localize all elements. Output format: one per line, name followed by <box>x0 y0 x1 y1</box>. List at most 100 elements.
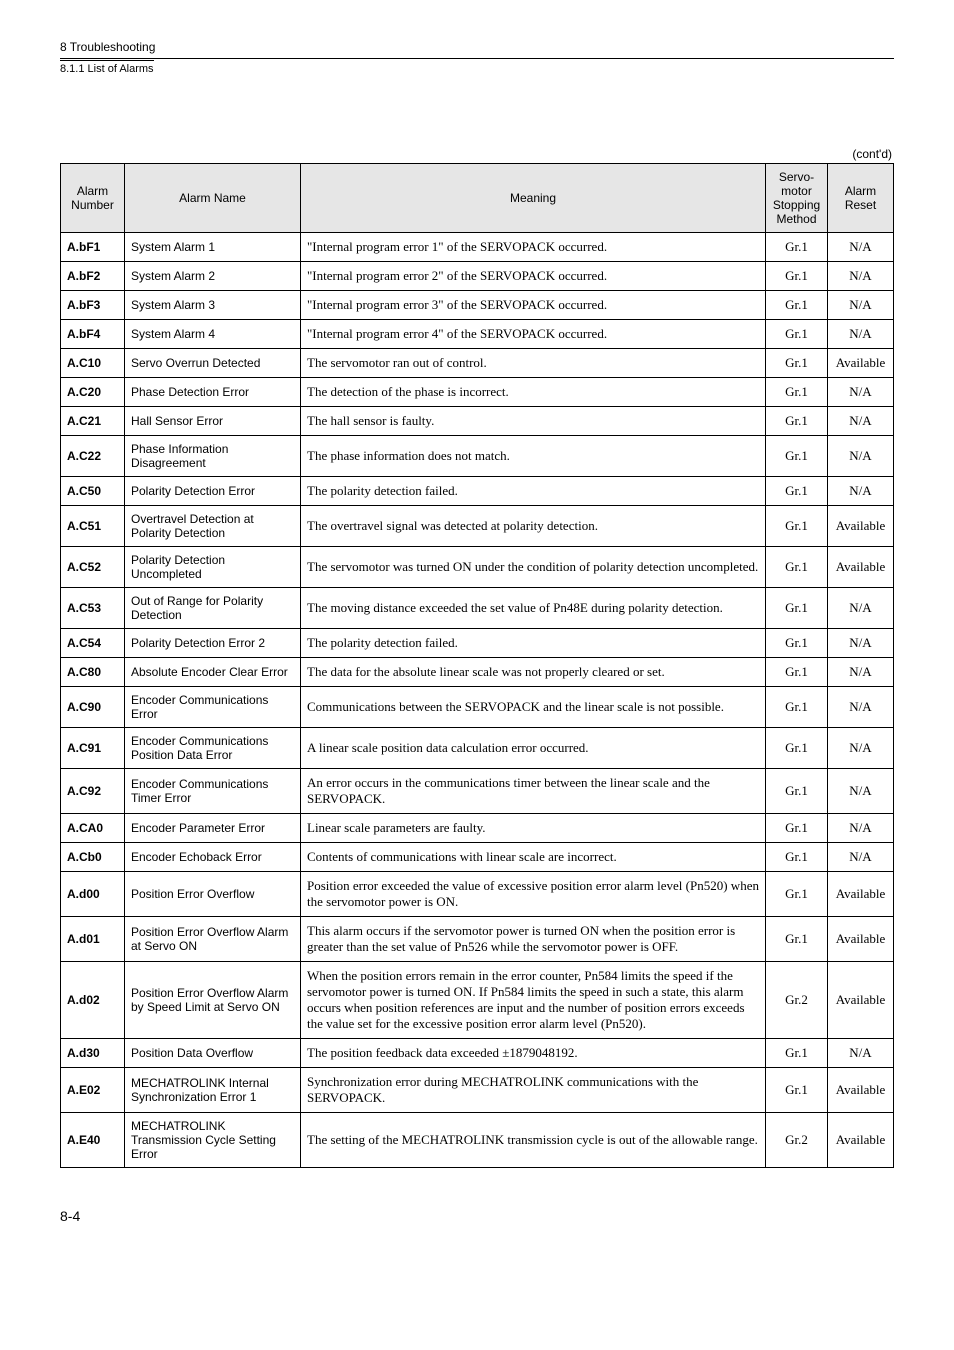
header-rule <box>60 58 894 59</box>
cell-stop-method: Gr.1 <box>766 629 828 658</box>
cell-alarm-number: A.C92 <box>61 769 125 814</box>
table-row: A.C53Out of Range for Polarity Detection… <box>61 588 894 629</box>
cell-alarm-reset: Available <box>828 349 894 378</box>
cell-alarm-name: Hall Sensor Error <box>125 407 301 436</box>
cell-alarm-name: Position Data Overflow <box>125 1039 301 1068</box>
cell-meaning: "Internal program error 2" of the SERVOP… <box>301 262 766 291</box>
cell-stop-method: Gr.1 <box>766 407 828 436</box>
cell-alarm-reset: N/A <box>828 658 894 687</box>
cell-alarm-reset: N/A <box>828 1039 894 1068</box>
cell-alarm-reset: N/A <box>828 769 894 814</box>
cell-alarm-number: A.C21 <box>61 407 125 436</box>
table-row: A.C80Absolute Encoder Clear ErrorThe dat… <box>61 658 894 687</box>
table-row: A.C10Servo Overrun DetectedThe servomoto… <box>61 349 894 378</box>
continued-label: (cont'd) <box>60 147 894 161</box>
cell-alarm-name: Phase Information Disagreement <box>125 436 301 477</box>
cell-alarm-name: Out of Range for Polarity Detection <box>125 588 301 629</box>
cell-stop-method: Gr.1 <box>766 814 828 843</box>
cell-meaning: The setting of the MECHATROLINK transmis… <box>301 1113 766 1168</box>
cell-alarm-name: Phase Detection Error <box>125 378 301 407</box>
cell-stop-method: Gr.1 <box>766 436 828 477</box>
cell-meaning: An error occurs in the communications ti… <box>301 769 766 814</box>
cell-alarm-name: System Alarm 3 <box>125 291 301 320</box>
cell-alarm-number: A.E40 <box>61 1113 125 1168</box>
col-header-stop-method: Servo-motor Stopping Method <box>766 164 828 233</box>
cell-meaning: Communications between the SERVOPACK and… <box>301 687 766 728</box>
table-row: A.C54Polarity Detection Error 2The polar… <box>61 629 894 658</box>
cell-meaning: The position feedback data exceeded ±187… <box>301 1039 766 1068</box>
cell-alarm-name: Encoder Communications Timer Error <box>125 769 301 814</box>
cell-stop-method: Gr.1 <box>766 378 828 407</box>
cell-meaning: Contents of communications with linear s… <box>301 843 766 872</box>
col-header-alarm-number: Alarm Number <box>61 164 125 233</box>
cell-alarm-reset: Available <box>828 547 894 588</box>
cell-meaning: A linear scale position data calculation… <box>301 728 766 769</box>
cell-alarm-reset: Available <box>828 917 894 962</box>
cell-alarm-reset: N/A <box>828 291 894 320</box>
table-row: A.C51Overtravel Detection at Polarity De… <box>61 506 894 547</box>
table-row: A.C20Phase Detection ErrorThe detection … <box>61 378 894 407</box>
header-section: 8 Troubleshooting <box>60 40 894 54</box>
cell-alarm-name: Overtravel Detection at Polarity Detecti… <box>125 506 301 547</box>
cell-stop-method: Gr.1 <box>766 658 828 687</box>
cell-alarm-number: A.CA0 <box>61 814 125 843</box>
cell-meaning: The servomotor was turned ON under the c… <box>301 547 766 588</box>
cell-alarm-name: Encoder Echoback Error <box>125 843 301 872</box>
cell-alarm-number: A.bF3 <box>61 291 125 320</box>
cell-stop-method: Gr.1 <box>766 588 828 629</box>
col-header-alarm-name: Alarm Name <box>125 164 301 233</box>
cell-alarm-number: A.C22 <box>61 436 125 477</box>
cell-alarm-name: Position Error Overflow Alarm at Servo O… <box>125 917 301 962</box>
cell-alarm-reset: N/A <box>828 588 894 629</box>
cell-meaning: Synchronization error during MECHATROLIN… <box>301 1068 766 1113</box>
page-number: 8-4 <box>60 1208 894 1224</box>
cell-alarm-number: A.E02 <box>61 1068 125 1113</box>
cell-alarm-reset: N/A <box>828 262 894 291</box>
cell-alarm-reset: N/A <box>828 814 894 843</box>
table-row: A.bF4System Alarm 4"Internal program err… <box>61 320 894 349</box>
cell-meaning: Position error exceeded the value of exc… <box>301 872 766 917</box>
cell-alarm-number: A.C10 <box>61 349 125 378</box>
cell-meaning: Linear scale parameters are faulty. <box>301 814 766 843</box>
cell-meaning: The overtravel signal was detected at po… <box>301 506 766 547</box>
cell-stop-method: Gr.1 <box>766 769 828 814</box>
cell-alarm-reset: Available <box>828 1113 894 1168</box>
cell-alarm-number: A.d01 <box>61 917 125 962</box>
cell-alarm-name: Polarity Detection Error 2 <box>125 629 301 658</box>
cell-meaning: The phase information does not match. <box>301 436 766 477</box>
table-row: A.C92Encoder Communications Timer ErrorA… <box>61 769 894 814</box>
cell-meaning: "Internal program error 4" of the SERVOP… <box>301 320 766 349</box>
cell-stop-method: Gr.1 <box>766 547 828 588</box>
cell-alarm-reset: N/A <box>828 843 894 872</box>
cell-alarm-number: A.C54 <box>61 629 125 658</box>
cell-alarm-name: Encoder Parameter Error <box>125 814 301 843</box>
cell-alarm-reset: N/A <box>828 378 894 407</box>
cell-stop-method: Gr.1 <box>766 843 828 872</box>
cell-alarm-number: A.C50 <box>61 477 125 506</box>
cell-stop-method: Gr.1 <box>766 291 828 320</box>
cell-meaning: The data for the absolute linear scale w… <box>301 658 766 687</box>
cell-alarm-name: System Alarm 1 <box>125 233 301 262</box>
cell-alarm-reset: N/A <box>828 477 894 506</box>
table-row: A.bF1System Alarm 1"Internal program err… <box>61 233 894 262</box>
cell-stop-method: Gr.1 <box>766 728 828 769</box>
cell-alarm-name: System Alarm 4 <box>125 320 301 349</box>
table-row: A.bF3System Alarm 3"Internal program err… <box>61 291 894 320</box>
cell-alarm-reset: N/A <box>828 407 894 436</box>
table-row: A.E02MECHATROLINK Internal Synchronizati… <box>61 1068 894 1113</box>
cell-meaning: When the position errors remain in the e… <box>301 962 766 1039</box>
cell-meaning: "Internal program error 1" of the SERVOP… <box>301 233 766 262</box>
table-row: A.d30Position Data OverflowThe position … <box>61 1039 894 1068</box>
cell-meaning: The polarity detection failed. <box>301 629 766 658</box>
cell-stop-method: Gr.1 <box>766 687 828 728</box>
cell-alarm-name: Encoder Communications Error <box>125 687 301 728</box>
header-subsection: 8.1.1 List of Alarms <box>60 60 154 75</box>
cell-alarm-name: Position Error Overflow <box>125 872 301 917</box>
cell-alarm-name: Polarity Detection Uncompleted <box>125 547 301 588</box>
cell-alarm-name: Position Error Overflow Alarm by Speed L… <box>125 962 301 1039</box>
cell-alarm-reset: Available <box>828 962 894 1039</box>
table-row: A.bF2System Alarm 2"Internal program err… <box>61 262 894 291</box>
table-row: A.Cb0Encoder Echoback ErrorContents of c… <box>61 843 894 872</box>
cell-alarm-name: Polarity Detection Error <box>125 477 301 506</box>
cell-alarm-number: A.C80 <box>61 658 125 687</box>
